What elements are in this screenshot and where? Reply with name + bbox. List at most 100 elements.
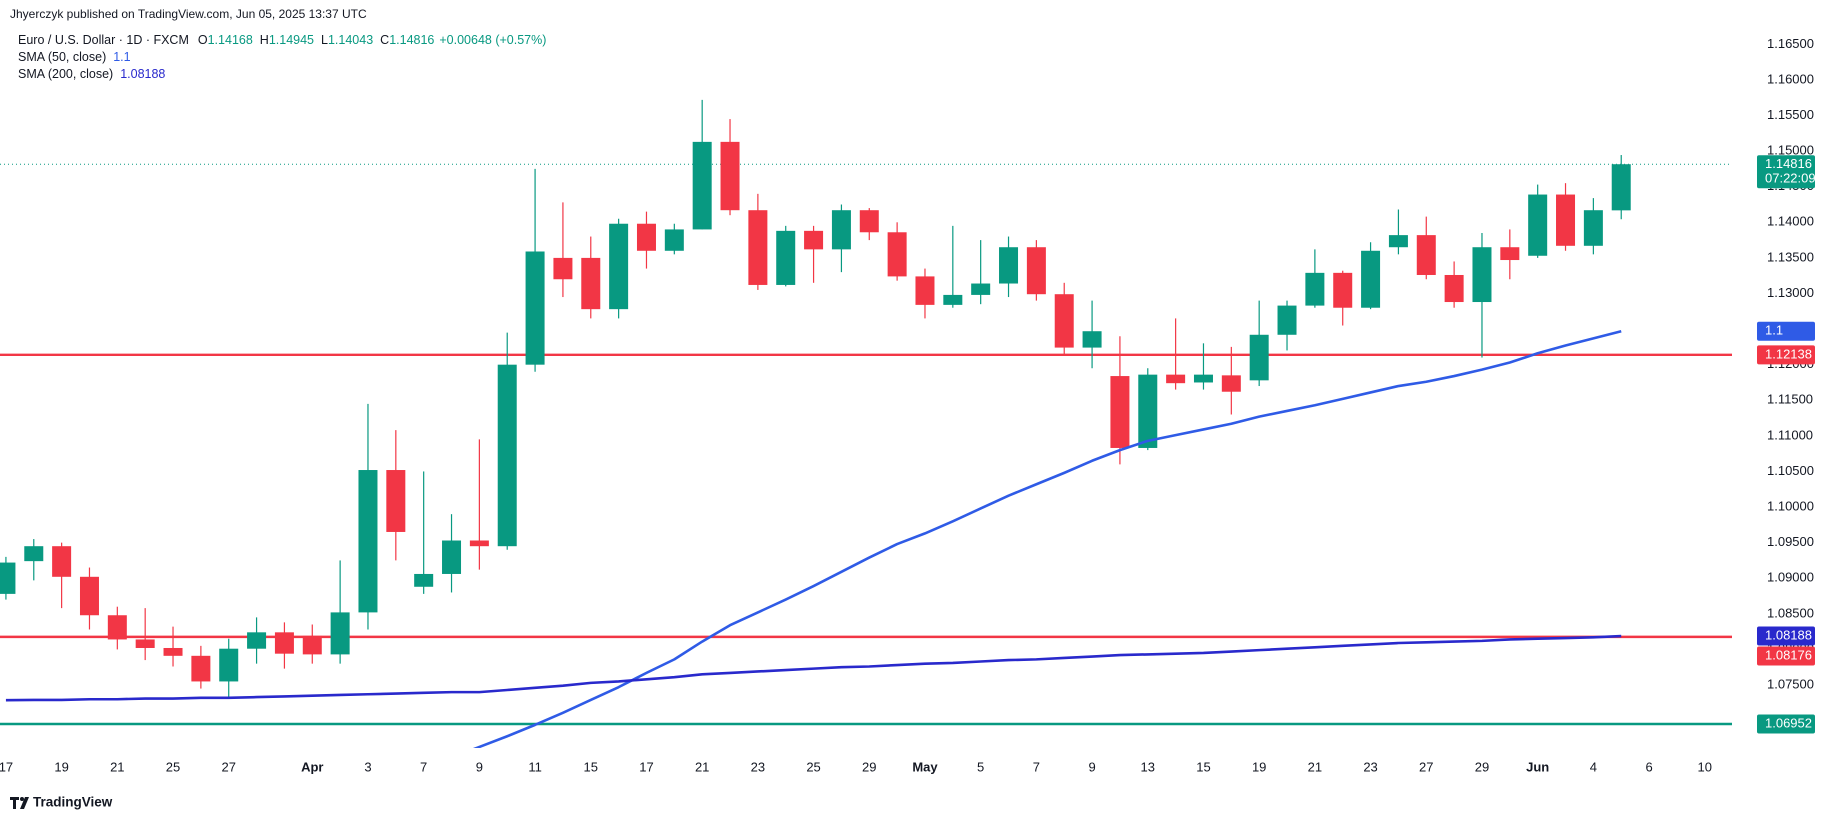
x-tick-label: 21 [695,759,709,774]
sma-tag: 1.1 [1765,323,1783,338]
x-tick-label: 17 [0,759,13,774]
ohlc-value: 1.14168 [208,33,253,47]
x-tick-label: 15 [584,759,598,774]
candle-body [1416,235,1436,275]
x-tick-label: 3 [364,759,371,774]
x-tick-label: 5 [977,759,984,774]
sma-line [5,634,1622,702]
candle-body [636,223,656,251]
y-tick-label: 1.08500 [1767,605,1814,620]
candle-body [274,632,294,654]
x-tick-label: 9 [1088,759,1095,774]
y-tick-label: 1.16500 [1767,36,1814,51]
x-tick-label: 25 [166,759,180,774]
candle-body [999,247,1019,284]
level-tag-box [1757,345,1815,365]
ohlc-value: 1.14945 [269,33,314,47]
candle-body [1333,272,1353,308]
x-tick-label: 7 [420,759,427,774]
candle-body [1193,374,1213,383]
sma-line [472,329,1622,748]
x-tick-label: 9 [476,759,483,774]
candle-body [553,257,573,280]
sma-tag: 1.08188 [1765,627,1812,642]
x-tick-label: 11 [528,759,542,774]
brand-name: TradingView [33,795,113,810]
y-tick-label: 1.15000 [1767,143,1814,158]
symbol-legend: Euro / U.S. Dollar · 1D · FXCM O1.14168 H1… [18,33,546,47]
y-tick-label: 1.13000 [1767,285,1814,300]
candle-body [442,540,462,574]
candle-body [804,230,824,250]
x-tick-label: 29 [1475,759,1489,774]
y-tick-label: 1.16000 [1767,71,1814,86]
candle-body [414,573,434,587]
sma-name: SMA (50, close) [18,50,106,64]
candle-body [330,612,350,655]
candle-body [469,540,489,547]
x-tick-label: 10 [1698,759,1712,774]
candle-body [1221,375,1241,392]
candle-body [1138,374,1158,448]
y-tick-label: 1.10500 [1767,463,1814,478]
candle-body [1611,164,1631,211]
candle-body [1082,331,1102,348]
sma-legend: SMA (200, close) 1.08188 [18,67,165,81]
candle-body [1026,247,1046,295]
x-tick-label: 21 [1308,759,1322,774]
last-price-tag-timer: 07:22:09 [1765,171,1816,186]
candle-body [1249,334,1269,381]
x-tick-label: 15 [1196,759,1210,774]
y-tick-label: 1.11000 [1767,427,1813,442]
x-tick-label: 29 [862,759,876,774]
level-tag-box [1757,646,1815,666]
candle-body [831,210,851,250]
candle-body [1556,194,1576,246]
sma-value: 1.08188 [120,67,165,81]
candle-body [386,470,406,532]
candle-body [748,210,768,285]
candle-body [219,648,239,682]
x-tick-label: 4 [1590,759,1597,774]
ohlc-key: H [260,33,269,47]
brand-logo [10,797,29,809]
ohlc-value: 1.14043 [328,33,373,47]
candle-body [664,229,684,251]
sma-name: SMA (200, close) [18,67,113,81]
candle-body [720,141,740,211]
ohlc-key: L [321,33,328,47]
candle-body [1583,210,1603,246]
candle-body [135,639,155,648]
sma-tag-box [1757,321,1815,341]
x-tick-label: 13 [1141,759,1155,774]
last-price-tag-box [1757,155,1815,189]
candle-body [1528,194,1548,256]
y-tick-label: 1.14000 [1767,214,1814,229]
candle-body [692,141,712,230]
candle-body [302,635,322,655]
x-tick-label: 23 [751,759,765,774]
y-tick-label: 1.11500 [1767,392,1813,407]
candle-body [1110,376,1130,448]
level-tag-box [1757,714,1815,734]
x-tick-label: 19 [54,759,68,774]
candle-body [1166,374,1186,384]
candle-body [1054,294,1074,348]
sma-value: 1.1 [113,50,130,64]
x-tick-label: 19 [1252,759,1266,774]
x-tick-label: 17 [639,759,653,774]
candle-body [525,251,545,365]
candle-body [776,230,796,285]
level-tag: 1.06952 [1765,715,1812,730]
candle-body [1305,272,1325,306]
last-price-tag: 1.14816 [1765,156,1812,171]
y-tick-label: 1.09000 [1767,570,1814,585]
candle-body [1500,247,1520,261]
x-tick-label: 25 [806,759,820,774]
change-value: +0.00648 (+0.57%) [439,33,546,47]
candle-body [247,632,267,649]
plot-area [0,99,1732,748]
